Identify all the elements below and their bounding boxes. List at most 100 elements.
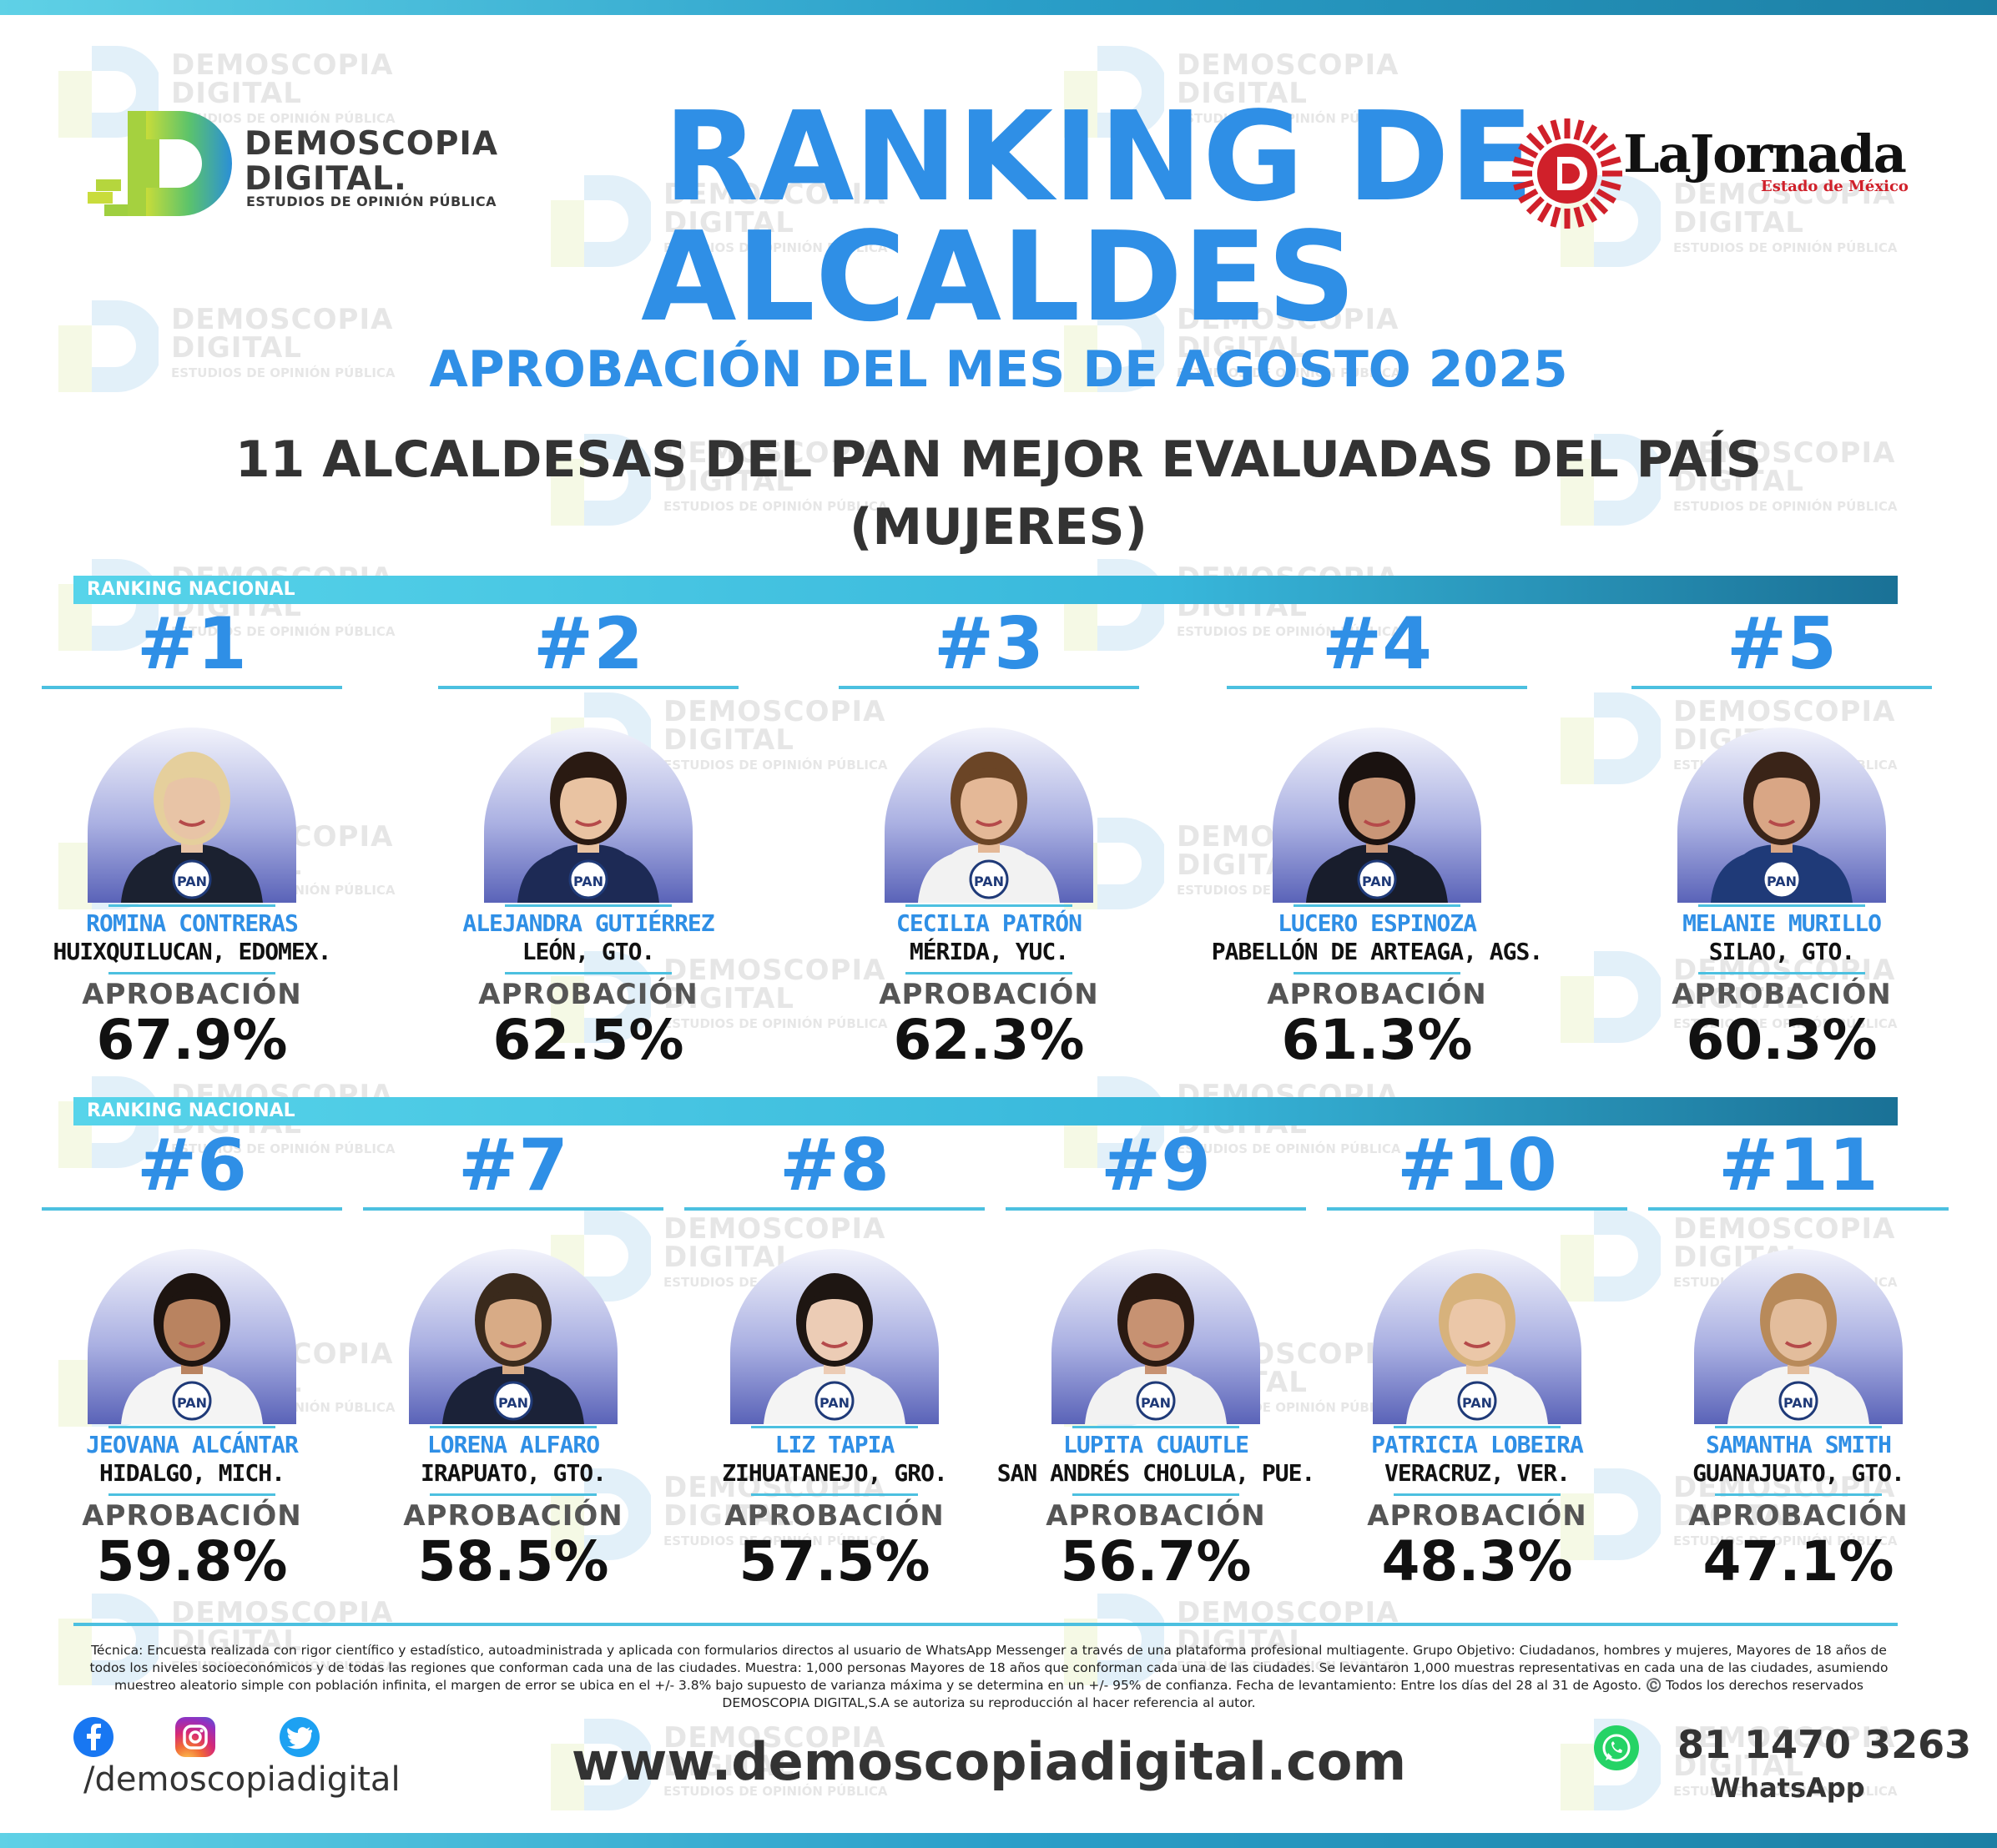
watermark-title: DEMOSCOPIA xyxy=(171,48,394,82)
rank-number: #4 xyxy=(1322,602,1432,686)
watermark-title-2: DIGITAL xyxy=(663,1241,794,1274)
main-title-line2: ALCALDES xyxy=(641,205,1356,349)
rank-number: #1 xyxy=(137,602,247,686)
rank-number: #5 xyxy=(1727,602,1837,686)
watermark-title-2: DIGITAL xyxy=(1673,206,1804,239)
watermark-title: DEMOSCOPIA xyxy=(1673,1721,1896,1755)
sun-ray xyxy=(1513,156,1535,168)
logo-name-line2: DIGITAL. xyxy=(245,160,407,198)
rank-underline xyxy=(684,1207,985,1211)
footer-divider xyxy=(73,1623,1898,1626)
sun-ray xyxy=(1590,196,1609,215)
sun-ray xyxy=(1536,202,1553,223)
watermark-logo-icon xyxy=(1064,300,1164,392)
la-jornada-edition: Estado de México xyxy=(1761,178,1909,195)
mayor-municipality: VERACRUZ, VER. xyxy=(1384,1459,1571,1487)
social-handle[interactable]: /demoscopiadigital xyxy=(83,1760,401,1799)
approval-value: 61.3% xyxy=(1281,1008,1473,1072)
sun-ray xyxy=(1596,143,1616,159)
website-link[interactable]: www.demoscopiadigital.com xyxy=(571,1731,1407,1792)
phone-number[interactable]: 81 1470 3263 xyxy=(1677,1722,1972,1767)
watermark-subtitle: ESTUDIOS DE OPINIÓN PÚBLICA xyxy=(1177,365,1401,380)
sun-ray xyxy=(1600,156,1621,168)
approval-value: 58.5% xyxy=(417,1529,609,1594)
twitter-icon[interactable] xyxy=(280,1717,320,1757)
portrait-icon: PAN xyxy=(1711,752,1853,903)
approval-label: APROBACIÓN xyxy=(82,978,302,1011)
sun-ray xyxy=(1573,119,1585,141)
top-accent-bar xyxy=(0,0,1997,15)
mayor-card: #1 PAN ROMINA CONTRERAS HUIXQUILUCAN, EDOME… xyxy=(42,602,342,1071)
mayor-card: #3 PAN CECILIA PATRÓN MÉRIDA, YUC. APROBACIÓ… xyxy=(839,602,1139,1071)
place-divider xyxy=(108,1493,275,1496)
portrait-icon: PAN xyxy=(121,752,263,903)
watermark-title-2: DIGITAL xyxy=(1177,77,1308,110)
watermark-subtitle: ESTUDIOS DE OPINIÓN PÚBLICA xyxy=(171,1141,396,1156)
mayor-municipality: ZIHUATANEJO, GRO. xyxy=(722,1459,948,1487)
mayor-name: LORENA ALFARO xyxy=(426,1431,600,1458)
mayor-municipality: MÉRIDA, YUC. xyxy=(909,938,1069,965)
mayor-photo: PAN xyxy=(1273,728,1481,903)
watermark-title: DEMOSCOPIA xyxy=(663,695,886,728)
instagram-icon[interactable] xyxy=(175,1717,215,1757)
portrait-icon: PAN xyxy=(764,1273,905,1424)
whatsapp-icon[interactable] xyxy=(1594,1725,1639,1770)
sun-ray xyxy=(1525,132,1545,151)
facebook-icon[interactable] xyxy=(73,1717,113,1757)
watermark-logo-icon xyxy=(551,1719,651,1810)
watermark-subtitle: ESTUDIOS DE OPINIÓN PÚBLICA xyxy=(171,365,396,380)
watermark-title-2: DIGITAL xyxy=(1673,1750,1804,1783)
name-divider xyxy=(108,904,275,907)
watermark-title: DEMOSCOPIA xyxy=(663,178,886,211)
rank-number: #9 xyxy=(1101,1124,1211,1207)
heading-line2: (MUJERES) xyxy=(850,498,1147,556)
watermark-logo-icon xyxy=(58,300,159,392)
sun-ray xyxy=(1513,179,1535,191)
portrait-icon: PAN xyxy=(1727,1273,1869,1424)
watermark-title: DEMOSCOPIA xyxy=(1673,178,1896,211)
mayor-name: PATRICIA LOBEIRA xyxy=(1371,1431,1584,1458)
bottom-accent-bar xyxy=(0,1833,1997,1848)
place-divider xyxy=(1394,1493,1561,1496)
watermark-logo-icon xyxy=(1561,1468,1661,1560)
watermark-logo-icon xyxy=(551,434,651,526)
sun-ray xyxy=(1581,124,1598,145)
watermark-title-2: DIGITAL xyxy=(171,1624,302,1658)
approval-label: APROBACIÓN xyxy=(478,978,698,1011)
mayor-card: #8 PAN LIZ TAPIA ZIHUATANEJO, GRO. APROBACIÓ… xyxy=(684,1124,985,1593)
watermark-title: DEMOSCOPIA xyxy=(663,436,886,470)
mayor-card: #9 PAN LUPITA CUAUTLE SAN ANDRÉS CHOLULA, P… xyxy=(997,1124,1316,1593)
rank-underline xyxy=(1006,1207,1306,1211)
pan-badge-text: PAN xyxy=(573,874,603,889)
approval-label: APROBACIÓN xyxy=(1672,978,1892,1011)
watermark-logo-icon xyxy=(551,1468,651,1560)
sun-ray xyxy=(1573,206,1585,228)
pan-badge-text: PAN xyxy=(1462,1395,1492,1411)
pan-badge-icon xyxy=(969,859,1009,899)
mayor-name: LUPITA CUAUTLE xyxy=(1062,1431,1249,1458)
sun-ray xyxy=(1550,119,1561,141)
rank-underline xyxy=(1227,686,1527,689)
pan-badge-text: PAN xyxy=(974,874,1004,889)
mayor-municipality: GUANAJUATO, GTO. xyxy=(1692,1459,1905,1487)
ranking-bar-top: RANKING NACIONAL xyxy=(73,576,1898,604)
watermark-title-2: DIGITAL xyxy=(1177,1624,1308,1658)
rank-number: #6 xyxy=(137,1124,247,1207)
mayor-photo: PAN xyxy=(88,1249,296,1424)
pan-badge-icon xyxy=(1136,1381,1176,1421)
mayor-name: LIZ TAPIA xyxy=(774,1431,895,1458)
watermark-title-2: DIGITAL xyxy=(1673,982,1804,1015)
pan-badge-icon xyxy=(172,859,212,899)
watermark-logo-icon xyxy=(1561,434,1661,526)
methodology-disclaimer: Técnica: Encuesta realizada con rigor ci… xyxy=(89,1643,1889,1710)
place-divider xyxy=(430,1493,597,1496)
pan-badge-text: PAN xyxy=(177,1395,207,1411)
name-divider xyxy=(1715,1426,1882,1428)
portrait-icon: PAN xyxy=(517,752,659,903)
pan-badge-icon xyxy=(1762,859,1802,899)
sun-ray xyxy=(1600,179,1621,191)
watermark-title: DEMOSCOPIA xyxy=(171,1596,394,1629)
